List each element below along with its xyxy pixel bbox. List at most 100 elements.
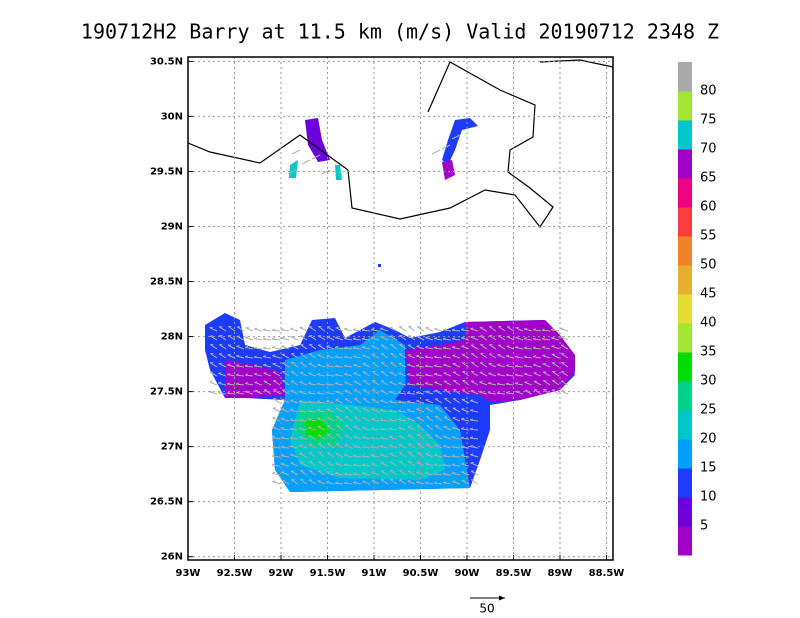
wind-vector: [361, 455, 371, 458]
wind-vector: [271, 455, 281, 458]
wind-vector-head: [370, 328, 375, 331]
wind-vector: [560, 380, 569, 386]
wind-vector-head: [344, 453, 348, 456]
wind-vector: [272, 355, 281, 359]
wind-vector-head: [514, 355, 519, 358]
wind-vector-head: [335, 462, 339, 465]
wind-vector: [515, 327, 524, 332]
wind-vector: [318, 443, 326, 449]
wind-vector-head: [506, 345, 510, 347]
wind-vector: [326, 462, 335, 467]
wind-vector-head: [281, 417, 285, 420]
wind-vector-head: [488, 381, 492, 384]
wind-vector-head: [370, 436, 374, 439]
wind-vector: [461, 428, 470, 431]
wind-vector: [488, 372, 497, 377]
wind-vector-head: [407, 408, 411, 411]
wind-vector: [272, 371, 281, 377]
wind-vector-head: [244, 355, 249, 358]
wind-vector-head: [343, 364, 348, 367]
wind-vector: [316, 383, 326, 386]
wind-vector: [244, 365, 254, 368]
wind-vector-head: [335, 345, 339, 348]
wind-vector-head: [560, 327, 564, 330]
wind-vector: [219, 335, 227, 341]
wind-vector: [407, 409, 416, 413]
wind-vector: [389, 362, 398, 368]
wind-vector: [560, 390, 569, 395]
wind-vector: [425, 391, 434, 395]
wind-vector: [263, 329, 272, 332]
wind-vector-head: [235, 364, 240, 367]
wind-vector: [209, 381, 218, 386]
colorbar-box: [678, 410, 692, 440]
wind-vector: [417, 443, 425, 449]
wind-vector: [362, 355, 371, 359]
wind-vector: [425, 453, 434, 458]
wind-vector-head: [352, 481, 357, 484]
wind-vector-head: [353, 435, 357, 437]
wind-vector: [301, 159, 311, 165]
wind-vector: [443, 329, 452, 332]
wind-vector-head: [253, 346, 257, 349]
wind-vector: [452, 427, 461, 431]
wind-vector: [399, 344, 407, 350]
wind-vector: [317, 418, 326, 422]
wind-vector: [371, 399, 380, 404]
y-tick-label: 26N: [161, 552, 183, 563]
wind-vector-head: [523, 346, 527, 349]
wind-vector: [344, 365, 353, 368]
wind-vector: [299, 401, 308, 404]
wind-vector: [452, 464, 461, 467]
wind-vector: [309, 344, 317, 350]
y-tick-label: 26.5N: [150, 497, 183, 508]
wind-vector-head: [434, 327, 438, 330]
wind-vector-head: [289, 418, 294, 421]
wind-vector: [371, 329, 380, 332]
wind-vector: [245, 391, 254, 395]
wind-vector: [361, 446, 371, 449]
wind-vector: [321, 169, 331, 175]
wind-vector: [489, 335, 497, 341]
wind-vector: [236, 355, 245, 359]
patch: [405, 320, 575, 402]
wind-vector-head: [551, 336, 555, 339]
wind-vector: [308, 427, 317, 431]
wind-vector: [425, 327, 434, 332]
wind-vector: [470, 462, 479, 467]
colorbar-box: [678, 62, 692, 92]
wind-vector: [244, 374, 254, 377]
wind-vector-head: [496, 391, 500, 394]
wind-vector-head: [344, 327, 348, 330]
wind-vector: [298, 410, 308, 413]
wind-vector: [308, 479, 317, 485]
wind-vector: [344, 464, 353, 467]
wind-vector: [443, 426, 452, 431]
wind-vector-head: [433, 463, 438, 466]
wind-vector-head: [353, 444, 357, 447]
wind-vector-head: [352, 454, 357, 457]
wind-vector: [362, 346, 371, 350]
wind-vector: [443, 372, 452, 377]
wind-vector-head: [361, 337, 366, 340]
wind-vector-head: [362, 471, 366, 474]
wind-vector-head: [443, 363, 447, 366]
wind-vector: [424, 374, 434, 377]
wind-vector: [273, 380, 281, 386]
wind-vector: [452, 407, 461, 413]
colorbar-box: [678, 178, 692, 208]
wind-vector: [362, 472, 371, 476]
wind-vector-head: [434, 372, 438, 375]
wind-vector: [407, 426, 416, 431]
wind-vector: [245, 356, 254, 359]
wind-vector-head: [271, 345, 276, 348]
wind-vector: [398, 382, 407, 386]
wind-vector: [390, 344, 398, 350]
wind-vector-head: [343, 355, 347, 358]
wind-vector-head: [236, 345, 240, 347]
wind-vector: [235, 383, 245, 386]
wind-vector: [471, 353, 479, 359]
wind-vector: [431, 149, 441, 155]
wind-vector: [335, 383, 344, 386]
wind-vector-head: [415, 382, 419, 385]
